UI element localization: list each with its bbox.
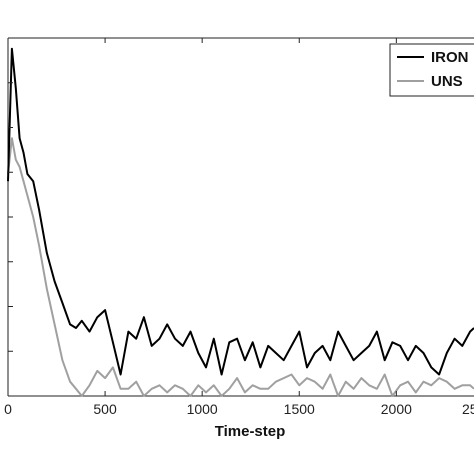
series-lines [7,47,474,397]
legend-entry: UNS [431,73,463,90]
series-line-iron [7,47,474,376]
series-line-uns [7,137,474,397]
legend: IRON UNS [389,43,474,97]
x-tick-label: 1500 [284,401,315,417]
x-tick-label-edge: 25 [462,401,474,417]
x-tick-label: 1000 [187,401,218,417]
tick-marks [7,38,397,396]
x-tick-labels: 0 500 1000 1500 2000 25 [4,401,474,417]
x-axis-label: Time-step [215,423,286,440]
x-tick-label: 500 [93,401,117,417]
legend-entry: IRON [431,49,469,66]
x-tick-label: 0 [4,401,12,417]
x-tick-label: 2000 [381,401,412,417]
legend-box [389,43,474,97]
